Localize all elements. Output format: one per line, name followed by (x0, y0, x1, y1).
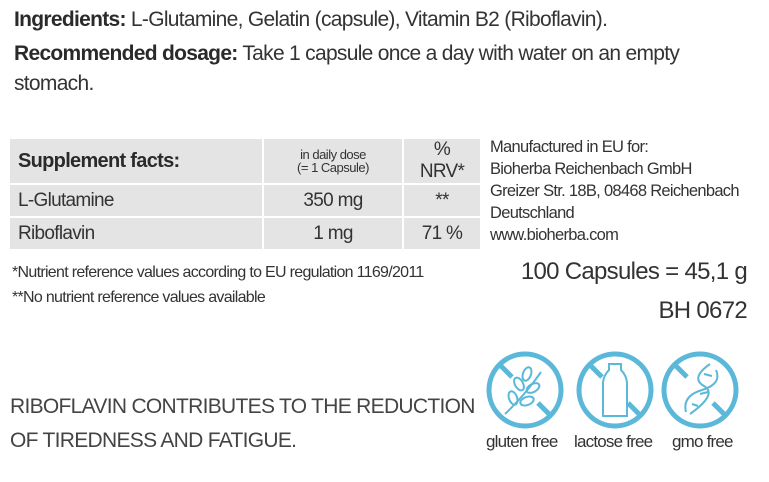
dose-header-line2: (= 1 Capsule) (297, 160, 369, 175)
ingredients-line: Ingredients: L-Glutamine, Gelatin (capsu… (14, 8, 608, 32)
supplement-facts-table: Supplement facts: in daily dose (= 1 Cap… (8, 137, 482, 251)
bottle-crossed-icon (576, 351, 654, 429)
product-code: BH 0672 (658, 297, 748, 324)
badge-label-gmo-free: gmo free (672, 432, 733, 451)
table-row: L-Glutamine 350 mg ** (10, 185, 480, 216)
dosage-text: Take 1 capsule once a day with water on … (242, 42, 680, 65)
ingredients-text: L-Glutamine, Gelatin (capsule), Vitamin … (130, 8, 608, 31)
dosage-line: Recommended dosage: Take 1 capsule once … (14, 42, 680, 66)
row-dose: 1 mg (264, 218, 402, 249)
manufacturer-line: Deutschland (490, 204, 575, 222)
manufacturer-website: www.bioherba.com (490, 226, 619, 244)
table-header: Supplement facts: in daily dose (= 1 Cap… (10, 139, 480, 183)
manufacturer-line: Bioherba Reichenbach GmbH (490, 160, 692, 178)
manufacturer-block: Manufactured in EU for: Bioherba Reichen… (490, 136, 740, 246)
ingredients-label: Ingredients: (14, 8, 126, 31)
manufacturer-line: Greizer Str. 18B, 08468 Reichenbach (490, 182, 740, 200)
badge-label-gluten-free: gluten free (486, 432, 558, 451)
badge-label-lactose-free: lactose free (574, 432, 653, 451)
manufacturer-line: Manufactured in EU for: (490, 138, 649, 156)
footnote: *Nutrient reference values according to … (12, 264, 424, 281)
table-row: Riboflavin 1 mg 71 % (10, 218, 480, 249)
health-claim: RIBOFLAVIN CONTRIBUTES TO THE REDUCTION … (10, 390, 475, 458)
row-nrv: 71 % (404, 218, 480, 249)
claim-line: OF TIREDNESS AND FATIGUE. (10, 429, 297, 452)
row-name: Riboflavin (10, 218, 262, 249)
nrv-header: % NRV* (404, 139, 480, 183)
row-nrv: ** (404, 185, 480, 216)
footnote: **No nutrient reference values available (12, 289, 266, 306)
quantity: 100 Capsules = 45,1 g (520, 258, 748, 285)
dose-header-line1: in daily dose (300, 147, 366, 162)
wheat-crossed-icon (486, 351, 564, 429)
dosage-text-cont: stomach. (14, 72, 94, 95)
footnotes: *Nutrient reference values according to … (12, 260, 424, 310)
dosage-label: Recommended dosage: (14, 42, 238, 65)
dna-crossed-icon (661, 351, 739, 429)
facts-header: Supplement facts: (10, 139, 262, 183)
dose-header: in daily dose (= 1 Capsule) (264, 139, 402, 183)
claim-line: RIBOFLAVIN CONTRIBUTES TO THE REDUCTION (10, 395, 475, 418)
row-dose: 350 mg (264, 185, 402, 216)
row-name: L-Glutamine (10, 185, 262, 216)
